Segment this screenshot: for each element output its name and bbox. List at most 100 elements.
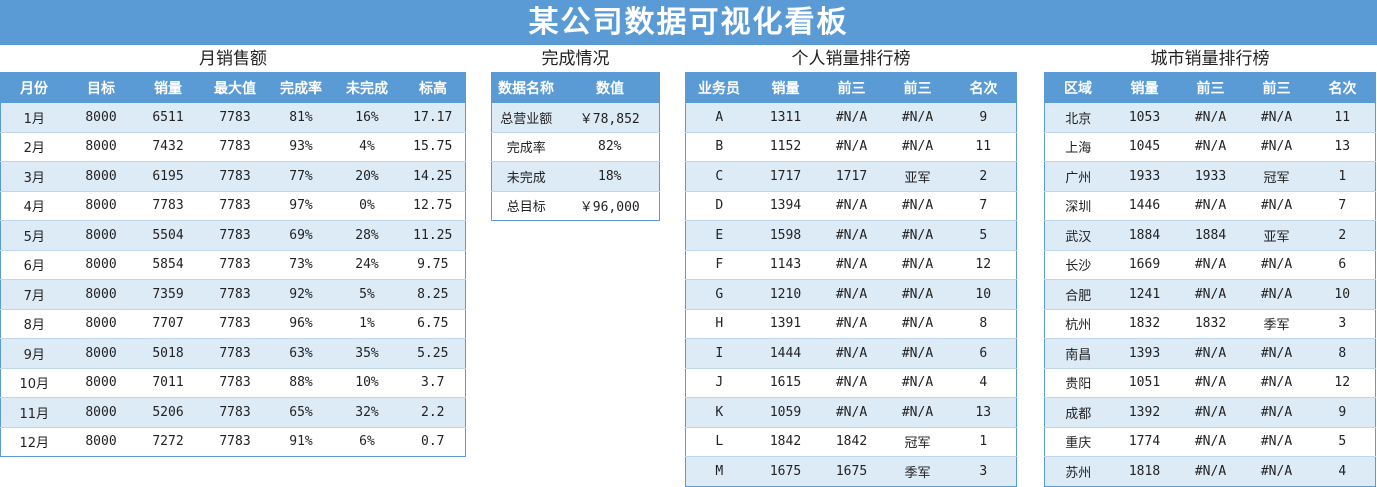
personal-ranking-cell: K [685,397,753,428]
monthly-sales-cell: 73% [268,249,334,280]
personal-ranking-title: 个人销量排行榜 [791,49,911,69]
completion-panel: 完成情况 数据名称 数值 总营业额 ￥78,852 完成率 82% 未完成 18% 总目标 ￥9… [491,47,660,221]
monthly-sales-cell: 5% [333,279,401,310]
city-ranking-cell: 合肥 [1044,279,1112,310]
city-ranking-cell: 1832 [1111,308,1178,339]
monthly-sales-cell: 10% [333,367,401,398]
monthly-sales-cell: 93% [268,131,334,162]
monthly-sales-cell: 77% [268,161,334,192]
monthly-sales-cell: 8000 [67,308,135,339]
completion-title: 完成情况 [541,49,610,69]
city-ranking-cell: 1051 [1111,367,1178,398]
monthly-sales-panel: 月销售额 月份 目标 销量 最大值 完成率 未完成 标高 1月 8000 6511 7783 81%… [0,47,466,457]
personal-ranking-cell: 6 [950,338,1017,369]
monthly-sales-cell: 81% [268,102,334,133]
personal-ranking-cell: C [685,161,753,192]
monthly-sales-cell: 0.7 [400,426,466,457]
monthly-sales-cell: 7359 [134,279,202,310]
monthly-sales-cell: 69% [268,220,334,251]
monthly-sales-cell: 8000 [67,102,135,133]
monthly-sales-cell: 7783 [201,338,269,369]
personal-ranking-cell: 1210 [752,279,819,310]
monthly-sales-cell: 5504 [134,220,202,251]
monthly-sales-row: 2月 8000 7432 7783 93% 4% 15.75 [0,131,466,162]
monthly-sales-cell: 8000 [67,397,135,428]
city-ranking-cell: #N/A [1243,131,1310,162]
monthly-sales-cell: 7783 [201,249,269,280]
monthly-sales-cell: 3月 [0,161,68,192]
city-ranking-cell: 1241 [1111,279,1178,310]
city-ranking-column-header: 名次 [1309,72,1376,103]
monthly-sales-row: 12月 8000 7272 7783 91% 6% 0.7 [0,426,466,457]
city-ranking-cell: 杭州 [1044,308,1112,339]
city-ranking-cell: 冠军 [1243,161,1310,192]
personal-ranking-cell: 1143 [752,249,819,280]
monthly-sales-cell: 17.17 [400,102,466,133]
monthly-sales-row: 4月 8000 7783 7783 97% 0% 12.75 [0,190,466,221]
personal-ranking-row: F 1143 #N/A #N/A 12 [685,249,1017,280]
completion-row: 完成率 82% [491,131,660,162]
city-ranking-cell: 武汉 [1044,220,1112,251]
personal-ranking-cell: E [685,220,753,251]
monthly-sales-table: 月份 目标 销量 最大值 完成率 未完成 标高 1月 8000 6511 7783 81% 16% 17… [0,72,466,457]
monthly-sales-cell: 12月 [0,426,68,457]
personal-ranking-cell: #N/A [818,249,885,280]
city-ranking-row: 合肥 1241 #N/A #N/A 10 [1044,279,1376,310]
completion-table: 数据名称 数值 总营业额 ￥78,852 完成率 82% 未完成 18% 总目标 ￥96,000 [491,72,660,221]
city-ranking-cell: 亚军 [1243,220,1310,251]
personal-ranking-cell: 12 [950,249,1017,280]
city-ranking-row: 长沙 1669 #N/A #N/A 6 [1044,249,1376,280]
monthly-sales-title: 月销售额 [199,49,267,69]
completion-cell: 完成率 [491,131,561,162]
city-ranking-cell: #N/A [1177,426,1244,457]
personal-ranking-cell: #N/A [884,367,951,398]
monthly-sales-cell: 11.25 [400,220,466,251]
personal-ranking-cell: 11 [950,131,1017,162]
monthly-sales-cell: 1月 [0,102,68,133]
personal-ranking-table: 业务员 销量 前三 前三 名次 A 1311 #N/A #N/A 9 B 1152 #N/A #N/A 1… [685,72,1017,487]
monthly-sales-cell: 7月 [0,279,68,310]
monthly-sales-cell: 7783 [201,131,269,162]
personal-ranking-column-header: 销量 [752,72,819,103]
city-ranking-cell: 7 [1309,190,1376,221]
monthly-sales-cell: 28% [333,220,401,251]
monthly-sales-row: 6月 8000 5854 7783 73% 24% 9.75 [0,249,466,280]
city-ranking-table: 区域 销量 前三 前三 名次 北京 1053 #N/A #N/A 11 上海 1045 #N/A #N/… [1044,72,1376,487]
personal-ranking-row: J 1615 #N/A #N/A 4 [685,367,1017,398]
monthly-sales-cell: 7783 [201,190,269,221]
personal-ranking-cell: 亚军 [884,161,951,192]
personal-ranking-cell: 1717 [752,161,819,192]
completion-row: 未完成 18% [491,161,660,192]
monthly-sales-cell: 35% [333,338,401,369]
monthly-sales-header-row: 月份 目标 销量 最大值 完成率 未完成 标高 [0,72,466,103]
personal-ranking-cell: #N/A [818,190,885,221]
city-ranking-column-header: 前三 [1177,72,1244,103]
monthly-sales-cell: 8000 [67,161,135,192]
city-ranking-cell: #N/A [1177,279,1244,310]
monthly-sales-cell: 92% [268,279,334,310]
personal-ranking-cell: 7 [950,190,1017,221]
completion-cell: ￥96,000 [560,190,660,221]
monthly-sales-cell: 5206 [134,397,202,428]
monthly-sales-cell: 7783 [201,397,269,428]
monthly-sales-cell: 7783 [201,161,269,192]
city-ranking-cell: 上海 [1044,131,1112,162]
city-ranking-cell: 1933 [1177,161,1244,192]
personal-ranking-row: L 1842 1842 冠军 1 [685,426,1017,457]
city-ranking-column-header: 区域 [1044,72,1112,103]
monthly-sales-cell: 3.7 [400,367,466,398]
personal-ranking-cell: 3 [950,456,1017,487]
monthly-sales-row: 9月 8000 5018 7783 63% 35% 5.25 [0,338,466,369]
city-ranking-row: 重庆 1774 #N/A #N/A 5 [1044,426,1376,457]
personal-ranking-cell: D [685,190,753,221]
personal-ranking-cell: #N/A [884,102,951,133]
city-ranking-cell: 1884 [1177,220,1244,251]
monthly-sales-cell: 5.25 [400,338,466,369]
city-ranking-cell: #N/A [1177,190,1244,221]
personal-ranking-cell: G [685,279,753,310]
monthly-sales-cell: 91% [268,426,334,457]
monthly-sales-cell: 8月 [0,308,68,339]
monthly-sales-cell: 12.75 [400,190,466,221]
city-ranking-cell: 1832 [1177,308,1244,339]
personal-ranking-cell: M [685,456,753,487]
